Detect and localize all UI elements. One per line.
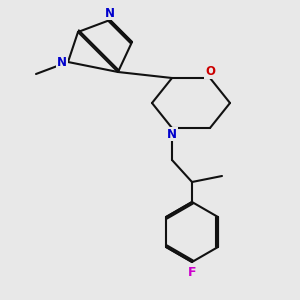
Text: F: F (188, 266, 196, 278)
Text: N: N (167, 128, 177, 140)
Text: N: N (105, 7, 115, 20)
Text: N: N (57, 56, 67, 68)
Text: O: O (205, 65, 215, 79)
